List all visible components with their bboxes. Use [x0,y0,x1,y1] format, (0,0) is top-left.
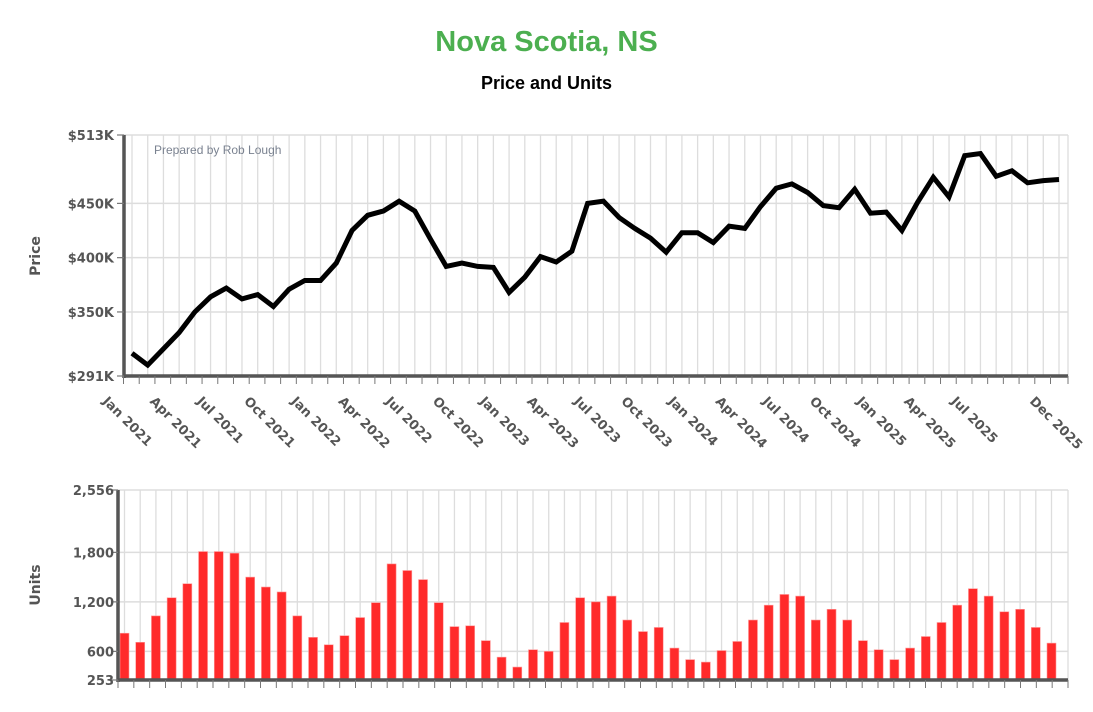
axes [111,134,1069,688]
units-bar [999,611,1010,681]
units-bar [795,595,805,681]
units-bar [229,552,240,681]
chart-title: Nova Scotia, NS [435,26,658,58]
units-bar [418,579,428,681]
chart-subtitle: Price and Units [480,73,613,93]
units-bar [292,615,303,681]
units-bar [465,625,475,681]
units-bar [779,594,790,681]
units-bar [716,650,727,681]
price-y-tick-label: $513K [68,129,115,144]
units-bar [339,635,350,681]
units-bar [245,576,255,681]
units-bar [323,644,334,681]
units-y-tick-label: 1,800 [73,546,114,561]
price-line [130,150,1060,369]
units-bar [355,617,365,681]
price-line-series [130,150,1060,369]
price-y-tick-label: $400K [68,252,115,267]
units-bar [873,649,884,681]
units-bar [638,631,648,681]
credit-text: Prepared by Rob Lough [154,143,281,157]
units-bar [386,563,397,681]
units-bar [166,597,177,681]
units-bar [968,588,978,681]
units-axis-title: Units [28,564,44,605]
units-bar [748,619,758,681]
units-bar [119,632,130,681]
units-bar [371,602,381,681]
price-x-tick-label: Jan 2021 [98,394,154,450]
units-bar [151,615,161,681]
units-bar [606,595,617,681]
price-y-tick-label: $350K [68,306,115,321]
units-bar [449,626,460,681]
units-bar [591,601,601,681]
price-x-tick-label: Dec 2025 [1026,394,1085,453]
units-y-tick-label: 2,556 [73,484,114,499]
price-grid [124,134,1069,377]
price-y-tick-label: $450K [68,197,115,212]
units-bar [669,647,680,681]
units-bar [653,627,664,681]
units-bar [921,636,931,681]
units-y-tick-label: 253 [87,674,114,689]
units-bar [1030,627,1041,681]
units-bars [119,551,1057,681]
price-axis-title: Price [28,236,44,276]
units-bar [1015,608,1025,681]
units-bar [481,640,491,681]
units-y-tick-label: 600 [87,645,114,660]
units-bar [842,619,853,681]
units-bar [622,619,633,681]
units-bar [952,604,963,681]
units-bar [276,591,287,681]
units-bar [308,637,318,681]
units-bar [433,602,444,681]
units-bar [685,659,695,681]
units-bar [575,597,585,681]
units-bar [213,551,224,681]
units-bar [496,656,507,681]
units-bar [528,649,538,681]
units-bar [512,666,523,681]
units-y-tick-label: 1,200 [73,596,114,611]
units-bar [858,640,868,681]
units-bar [732,641,743,681]
units-bar [559,622,570,681]
units-bar [811,619,821,681]
units-bar [1046,642,1057,681]
units-bar [135,641,146,681]
units-bar [763,604,774,681]
units-bar [543,651,554,681]
units-bar [182,583,193,681]
price-y-tick-label: $291K [68,370,115,385]
units-bar [826,608,837,681]
units-bar [936,622,947,681]
units-bar [198,551,208,681]
units-bar [261,586,271,681]
units-bar [701,661,711,681]
units-bar [905,647,915,681]
units-bar [889,659,900,681]
units-bar [402,570,413,681]
units-bar [983,595,994,681]
